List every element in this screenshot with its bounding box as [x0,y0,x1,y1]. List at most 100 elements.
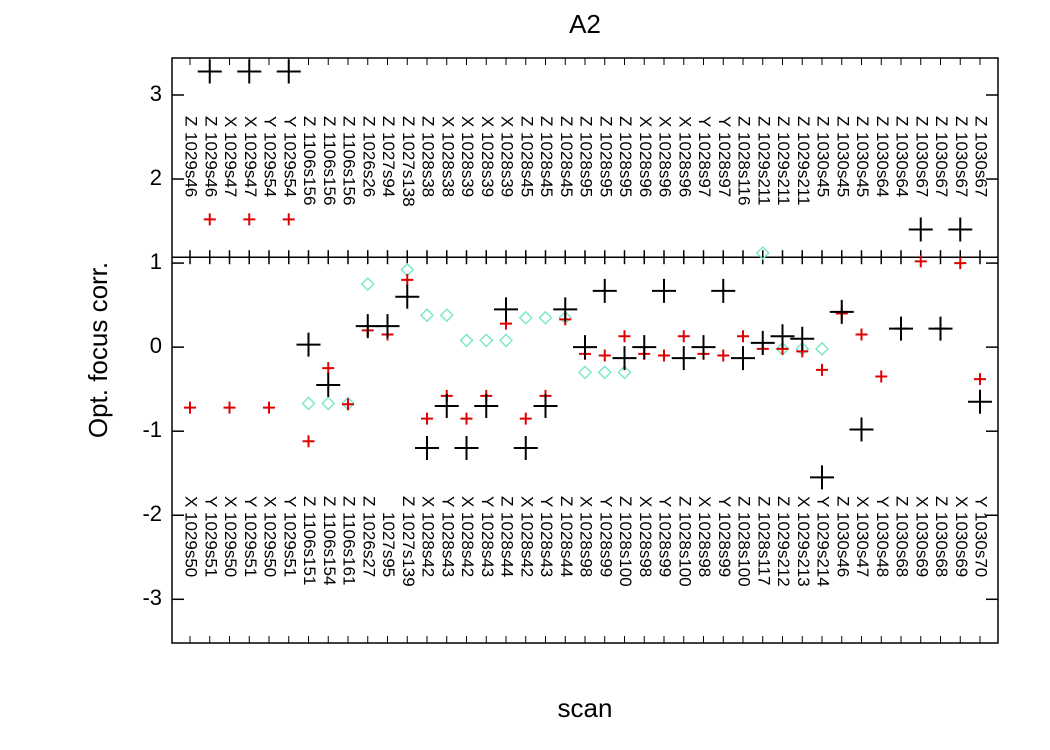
plus-point [612,346,637,371]
y-axis-label: Opt. focus corr. [83,262,113,438]
chart-title: A2 [569,9,601,39]
top-axis-letter: Z [814,116,833,126]
bottom-scan-label: 1028s117 [754,512,773,585]
top-axis-letter: X [498,116,517,127]
small-plus-point [223,401,236,414]
bottom-axis-letter: Z [320,496,339,506]
top-axis-letter: Z [754,116,773,126]
top-axis-letter: X [656,116,675,127]
diamond-point [321,396,336,411]
x-axis-label: scan [558,693,613,723]
top-axis-letter: Y [261,116,280,127]
diamond-point [498,333,514,348]
top-axis-letter: Z [774,116,793,126]
bottom-scan-label: 1028s43 [537,512,556,577]
bottom-scan-label: 1030s48 [873,512,892,577]
top-scan-label: 1106s156 [340,132,359,205]
diamond-point [755,245,770,261]
small-plus-point [816,363,828,376]
diamond-point [538,310,553,325]
bottom-axis-letter: X [577,496,596,507]
diamond-point [301,396,316,411]
top-scan-label: 1106s156 [300,132,319,205]
plus-point [711,278,736,303]
top-axis-letter: Z [379,116,398,126]
top-axis-letter: Y [695,116,714,127]
plus-point [533,393,558,418]
top-axis-letter: Z [794,116,813,126]
bottom-scan-label: 1029s51 [201,512,220,577]
bottom-scan-label: 1027s95 [379,512,398,577]
top-scan-label: 1028s95 [577,132,596,197]
bottom-axis-letter: Z [893,496,912,506]
bottom-axis-letter: Y [438,496,457,507]
small-plus-point [954,257,967,270]
top-axis-letter: Z [735,116,754,126]
bottom-scan-label: 1028s100 [675,512,694,587]
diamond-point [597,365,612,380]
top-axis-letter: Z [616,116,635,126]
top-scan-label: 1106s156 [320,132,339,205]
top-scan-label: 1029s54 [261,132,280,197]
bottom-scan-label: 1030s68 [893,512,912,577]
plus-point [454,436,479,460]
top-scan-label: 1028s38 [438,132,457,197]
plus-point [237,59,262,84]
bottom-scan-label: 1028s44 [498,512,517,577]
small-plus-point [282,213,295,226]
plus-point [750,330,775,355]
top-scan-label: 1028s96 [636,132,655,197]
top-axis-letter: X [458,116,477,127]
top-scan-label: 1028s95 [616,132,635,197]
bottom-axis-letter: Z [774,496,793,506]
plus-point [968,389,992,414]
plus-point [731,346,755,371]
top-axis-letter: Z [596,116,615,126]
bottom-scan-label: 1030s47 [853,512,872,577]
plus-point [573,335,597,360]
plus-point [790,326,815,351]
bottom-axis-letter: X [636,496,655,507]
small-plus-point [855,328,868,341]
plus-point [434,393,459,418]
bottom-scan-label: 1028s98 [636,512,655,577]
y-tick-label: 0 [150,333,162,358]
bottom-axis-letter: Z [359,496,378,506]
top-scan-label: 1028s95 [596,132,615,197]
top-axis-letter: Z [320,116,339,126]
top-axis-letter: X [221,116,240,127]
small-plus-point [243,213,256,226]
small-plus-point [203,213,216,226]
plus-point [415,436,439,460]
y-tick-label: 1 [150,249,162,274]
bottom-axis-letter: Z [754,496,773,506]
top-scan-label: 1029s46 [182,132,201,197]
small-plus-point [737,330,749,343]
bottom-axis-letter: Y [241,496,260,507]
top-scan-label: 1028s39 [458,132,477,197]
bottom-axis-letter: Y [537,496,556,507]
bottom-scan-label: 1030s70 [972,512,991,577]
plus-point [928,316,953,341]
bottom-axis-letter: Y [596,496,615,507]
small-plus-point [460,412,473,425]
bottom-scan-label: 1028s99 [596,512,615,577]
bottom-scan-label: 1028s99 [656,512,675,577]
top-axis-letter: Z [419,116,438,126]
bottom-axis-letter: Y [972,496,991,507]
bottom-axis-letter: Y [814,496,833,507]
diamond-point [479,333,494,348]
small-plus-point [322,362,335,375]
top-scan-label: 1030s45 [833,132,852,197]
y-tick-label: 2 [150,165,162,190]
top-axis-letter: Z [912,116,931,126]
bottom-axis-letter: X [912,496,931,507]
top-axis-letter: Z [932,116,951,126]
bottom-scan-label: 1028s99 [715,512,734,577]
small-plus-point [184,401,196,414]
bottom-scan-label: 1029s50 [182,512,201,577]
diamond-point [577,365,593,380]
diamond-point [518,310,533,325]
bottom-axis-letter: Y [715,496,734,507]
bottom-scan-label: 1030s46 [833,512,852,577]
